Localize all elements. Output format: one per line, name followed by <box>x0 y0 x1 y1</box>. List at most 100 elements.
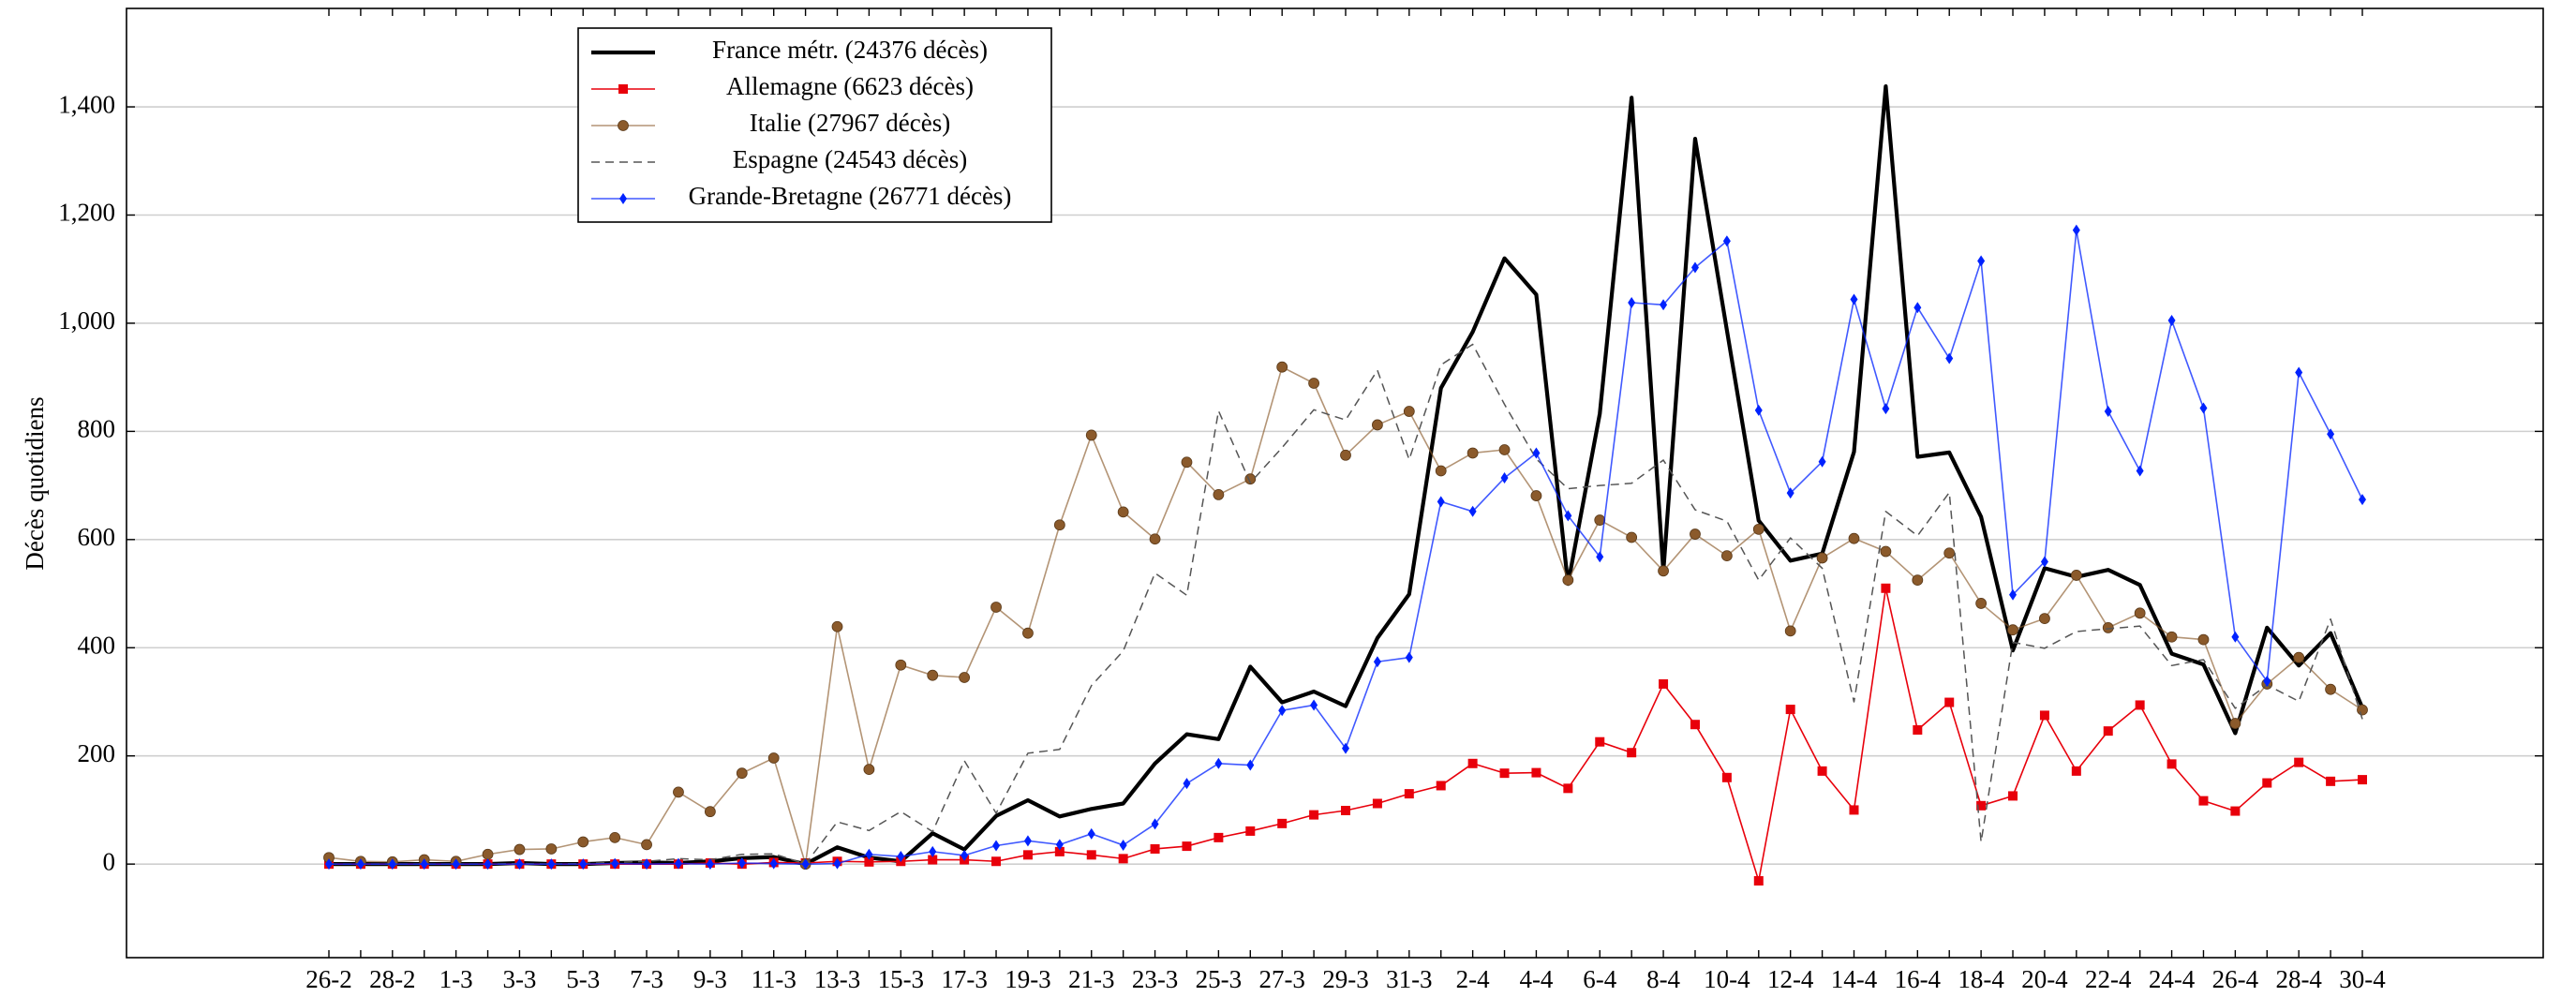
marker <box>482 848 494 860</box>
x-tick-label: 20-4 <box>2021 965 2068 993</box>
x-tick-label: 28-4 <box>2275 965 2322 993</box>
marker <box>1785 705 1795 715</box>
marker <box>1944 697 1955 707</box>
legend-box <box>577 27 1052 223</box>
marker <box>2072 224 2080 236</box>
x-tick-label: 23-3 <box>1132 965 1179 993</box>
marker <box>2358 775 2367 785</box>
marker <box>1722 235 1731 247</box>
marker <box>1817 766 1827 776</box>
marker <box>1150 843 1160 854</box>
marker <box>959 672 971 683</box>
marker <box>1278 705 1287 717</box>
marker <box>2359 494 2366 506</box>
legend-label: France métr. (24376 décès) <box>712 36 988 64</box>
marker <box>1245 826 1256 836</box>
x-tick-label: 25-3 <box>1196 965 1243 993</box>
marker <box>2008 791 2018 801</box>
marker <box>1912 574 1924 587</box>
marker <box>992 840 1001 852</box>
marker <box>1372 798 1382 809</box>
marker <box>2009 588 2018 601</box>
x-tick-label: 26-4 <box>2212 965 2259 993</box>
y-tick-label: 800 <box>78 415 116 443</box>
marker <box>1690 261 1699 274</box>
marker <box>452 858 460 871</box>
x-tick-label: 2-4 <box>1456 965 1490 993</box>
marker <box>1342 742 1349 754</box>
marker <box>1308 378 1319 389</box>
marker <box>547 858 556 871</box>
marker <box>673 786 684 798</box>
series-line <box>329 343 2363 865</box>
series <box>325 224 2366 871</box>
marker <box>2070 570 2082 581</box>
x-tick-label: 9-3 <box>693 965 727 993</box>
marker <box>1660 299 1668 311</box>
marker <box>2167 759 2177 769</box>
marker <box>1784 625 1796 637</box>
marker <box>2167 315 2176 327</box>
marker <box>1690 720 1700 730</box>
marker <box>1658 565 1669 577</box>
marker <box>865 848 873 860</box>
marker <box>863 764 875 776</box>
marker <box>1118 854 1128 864</box>
marker <box>618 120 629 131</box>
marker <box>1720 550 1733 562</box>
series-line <box>329 587 2363 882</box>
marker <box>2197 633 2210 646</box>
legend-label: Italie (27967 décès) <box>750 109 950 137</box>
x-tick-label: 5-3 <box>566 965 600 993</box>
marker <box>706 858 714 871</box>
x-tick-label: 19-3 <box>1005 965 1051 993</box>
marker <box>929 845 937 857</box>
marker <box>1976 800 1987 811</box>
marker <box>1690 528 1701 540</box>
marker <box>1531 767 1541 778</box>
marker <box>864 856 874 867</box>
marker <box>1437 496 1445 508</box>
marker <box>1945 352 1954 365</box>
marker <box>927 669 939 681</box>
marker <box>1023 835 1032 847</box>
marker <box>2198 796 2209 806</box>
marker <box>1085 429 1097 441</box>
marker <box>1786 487 1794 499</box>
marker <box>1913 302 1922 314</box>
x-tick-label: 7-3 <box>630 965 663 993</box>
marker <box>737 856 746 869</box>
series-line <box>329 229 2363 865</box>
y-tick-label: 200 <box>78 739 116 767</box>
marker <box>2104 406 2112 418</box>
x-tick-label: 22-4 <box>2085 965 2132 993</box>
plot-frame <box>126 7 2544 959</box>
marker <box>1943 547 1956 559</box>
x-tick-label: 1-3 <box>439 965 473 993</box>
marker <box>1816 552 1828 564</box>
marker <box>2326 776 2336 786</box>
marker <box>1882 403 1890 415</box>
series <box>329 84 2364 867</box>
marker <box>1341 805 1350 815</box>
x-tick-label: 17-3 <box>941 965 988 993</box>
marker <box>618 84 628 94</box>
y-tick-label: 1,000 <box>58 306 115 335</box>
marker <box>2134 607 2146 619</box>
marker <box>1975 598 1988 609</box>
x-tick-label: 21-3 <box>1068 965 1115 993</box>
marker <box>895 659 907 671</box>
marker <box>2071 766 2081 776</box>
marker <box>2136 465 2144 477</box>
marker <box>897 851 905 863</box>
series-line <box>328 365 2363 865</box>
x-tick-label: 13-3 <box>814 965 861 993</box>
marker <box>1530 490 1542 501</box>
legend-label: Espagne (24543 décès) <box>733 145 967 173</box>
marker <box>1403 406 1415 417</box>
marker <box>2007 624 2018 636</box>
marker <box>833 857 841 870</box>
marker <box>1055 839 1064 851</box>
marker <box>1500 472 1509 484</box>
